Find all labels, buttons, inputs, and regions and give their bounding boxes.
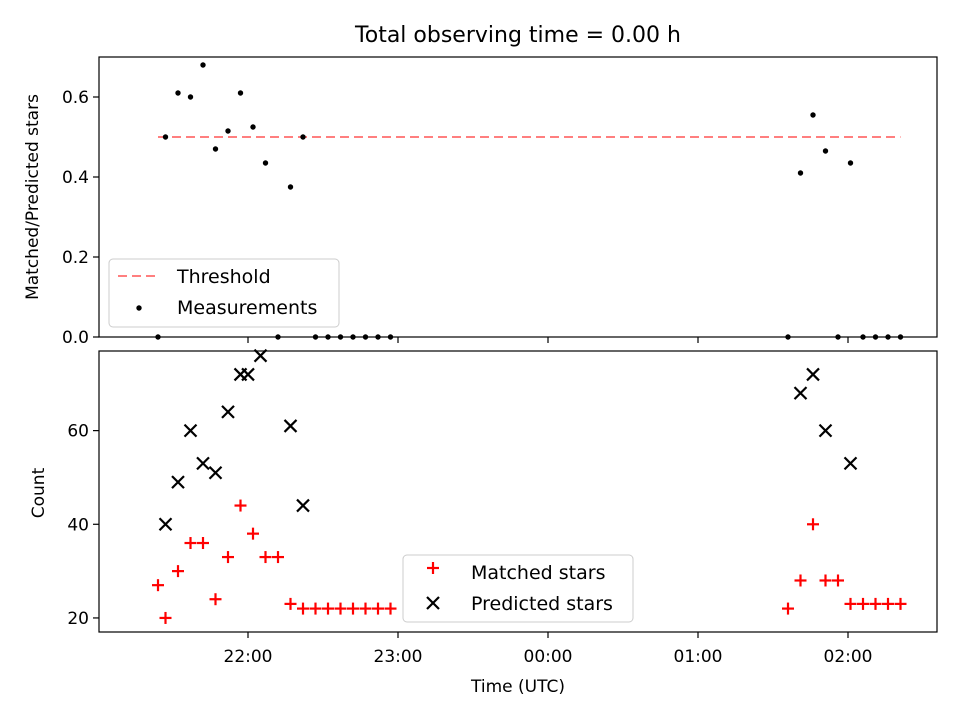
bottom-y-tick-label: 20 [67,609,89,629]
bottom-y-ticks: 20 40 60 [67,422,99,629]
matched-point [807,518,819,531]
predicted-point [283,419,298,433]
matched-point [372,602,384,615]
measurement-point [300,134,306,140]
matched-point [869,597,882,610]
bottom-x-tick-label: 23:00 [374,647,423,667]
measurement-point [162,134,169,140]
bottom-y-tick-label: 40 [67,515,89,535]
matched-point [794,574,807,587]
measurement-point [212,146,219,152]
matched-point [309,602,322,615]
matched-point [882,597,894,610]
matched-point [359,602,372,615]
matched-point [184,537,197,550]
matched-point [297,602,309,615]
legend-predicted-label: Predicted stars [471,593,613,615]
matched-point [894,597,907,610]
matched-point [819,574,832,587]
bottom-legend-frame [402,554,634,623]
top-y-tick-label: 0.0 [62,328,89,348]
measurement-point [175,90,181,96]
predicted-point [818,423,833,438]
matched-point [844,597,857,610]
bottom-x-tick-label: 01:00 [674,647,723,667]
matched-point [284,597,297,610]
matched-point [159,611,172,624]
measurement-point [287,184,294,190]
predicted-point [196,456,210,471]
measurement-point [810,112,816,118]
legend-threshold-label: Threshold [176,266,271,288]
legend-measurements-label: Measurements [177,297,317,319]
bottom-legend: Matched stars Predicted stars [402,554,634,623]
matched-point [234,499,247,512]
predicted-point [171,475,185,489]
measurement-points [155,62,904,340]
predicted-point [241,367,255,382]
top-legend: Threshold Measurements [108,258,340,328]
measurement-point [200,62,206,68]
predicted-point [296,498,310,513]
matched-points [152,499,907,624]
predicted-point [793,386,808,400]
matched-point [222,551,234,564]
measurement-point [250,124,256,130]
bottom-x-tick-label: 02:00 [824,647,873,667]
matched-point [384,602,397,615]
bottom-y-axis-label: Count [29,467,49,518]
matched-point [209,593,222,606]
matched-point [782,602,794,615]
predicted-point [253,348,268,363]
measurement-point [797,170,804,176]
predicted-point [158,517,173,532]
top-plot-frame [98,56,938,338]
matched-point [259,551,272,564]
predicted-point [806,367,820,382]
measurement-point [847,160,854,166]
legend-predicted-swatch [426,596,440,610]
matched-point [322,602,334,615]
legend-matched-swatch [427,562,439,574]
measurement-point [237,90,244,96]
matched-point [347,602,359,615]
measurement-point [225,128,231,134]
bottom-x-tick-label: 22:00 [224,647,273,667]
matched-point [857,597,869,610]
measurement-point [187,94,194,100]
chart-title: Total observing time = 0.00 h [354,23,681,48]
bottom-plot-frame [98,350,938,633]
top-legend-frame [108,258,340,328]
top-y-tick-label: 0.6 [62,88,89,108]
legend-measurements-swatch [136,305,142,311]
bottom-x-tick-label: 00:00 [524,647,573,667]
matched-point [832,574,844,587]
x-axis-label: Time (UTC) [470,677,565,697]
matched-point [247,527,259,540]
top-y-tick-label: 0.4 [62,168,89,188]
measurement-point [262,160,269,166]
top-x-ticks [247,337,849,343]
matched-point [334,602,347,615]
matched-point [152,579,164,592]
matched-point [197,537,209,550]
legend-matched-label: Matched stars [471,562,605,584]
predicted-point [208,465,223,480]
measurement-point [822,148,829,154]
bottom-x-ticks: 22:00 23:00 00:00 01:00 02:00 [224,632,873,667]
bottom-y-tick-label: 60 [67,422,89,442]
predicted-point [183,423,198,438]
predicted-point [843,456,858,471]
matched-point [272,551,284,564]
predicted-points [158,348,858,532]
predicted-point [221,405,235,419]
top-y-axis-label: Matched/Predicted stars [23,94,43,300]
top-y-ticks: 0.0 0.2 0.4 0.6 [62,88,99,348]
matched-point [172,565,184,578]
top-y-tick-label: 0.2 [62,248,89,268]
